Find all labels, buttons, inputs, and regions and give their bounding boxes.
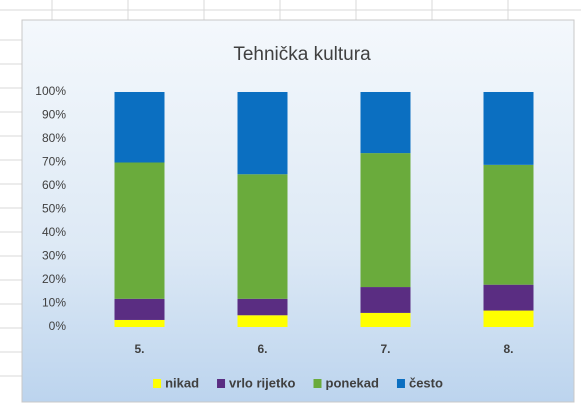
x-tick-label: 8.: [503, 342, 513, 356]
legend-swatch: [396, 379, 405, 388]
bar-segment: [114, 319, 165, 327]
bar-segment: [483, 164, 534, 285]
x-tick-label: 7.: [380, 342, 390, 356]
spreadsheet-grid: [0, 0, 581, 377]
y-tick-label: 40%: [42, 225, 66, 239]
bar-segment: [237, 315, 288, 327]
bar-segment: [483, 284, 534, 311]
y-tick-label: 90%: [42, 108, 66, 122]
bar-segment: [114, 92, 165, 163]
bar-segment: [360, 92, 411, 154]
y-tick-label: 50%: [42, 202, 66, 216]
y-tick-label: 70%: [42, 155, 66, 169]
bar-segment: [114, 298, 165, 320]
legend-label: ponekad: [326, 375, 380, 390]
bar-segment: [483, 310, 534, 327]
bar-segment: [114, 162, 165, 299]
chart-area: [21, 19, 575, 403]
y-tick-label: 80%: [42, 131, 66, 145]
chart-title: Tehnička kultura: [233, 44, 371, 65]
legend-swatch: [313, 379, 322, 388]
y-tick-label: 60%: [42, 178, 66, 192]
legend-swatch: [153, 379, 162, 388]
x-tick-label: 5.: [134, 342, 144, 356]
legend-swatch: [217, 379, 226, 388]
bar-segment: [237, 174, 288, 299]
y-tick-label: 30%: [42, 249, 66, 263]
y-tick-label: 0%: [49, 319, 67, 333]
x-tick-label: 6.: [257, 342, 267, 356]
legend-label: često: [409, 375, 443, 390]
y-tick-label: 100%: [35, 84, 66, 98]
bar-segment: [237, 298, 288, 316]
bar-segment: [360, 312, 411, 327]
bar-segment: [360, 287, 411, 313]
y-tick-label: 20%: [42, 272, 66, 286]
bar-segment: [360, 153, 411, 288]
legend-label: nikad: [165, 375, 199, 390]
bar-segment: [237, 92, 288, 175]
y-tick-label: 10%: [42, 296, 66, 310]
legend-label: vrlo rijetko: [229, 375, 296, 390]
bar-segment: [483, 92, 534, 165]
